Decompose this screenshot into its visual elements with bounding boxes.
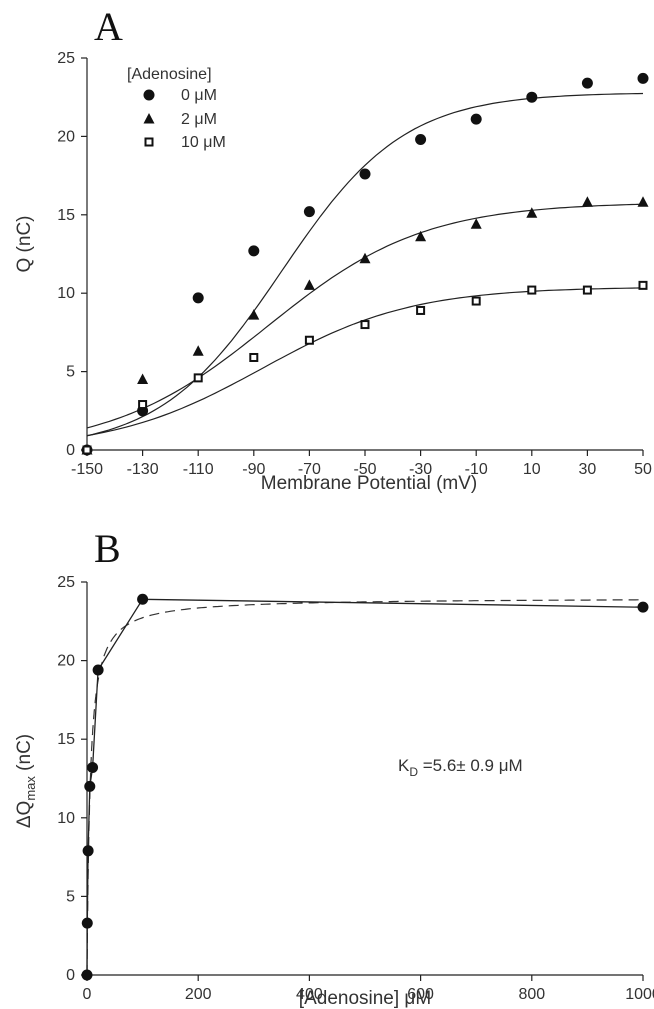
data-point: [582, 285, 592, 295]
y-tick-label: 10: [57, 810, 75, 827]
panel-b-data-line: [86, 598, 644, 976]
x-tick-label: 10: [523, 461, 541, 478]
data-point: [81, 917, 93, 929]
legend-marker: [143, 89, 155, 101]
data-point: [526, 207, 538, 218]
data-point: [92, 664, 104, 676]
panel-a-fit-curves: [86, 92, 644, 437]
y-tick-label: 25: [57, 50, 75, 67]
data-point: [526, 91, 538, 103]
data-point: [471, 296, 481, 306]
x-tick-label: 400: [296, 986, 323, 1003]
y-tick-label: 15: [57, 731, 75, 748]
data-point: [303, 206, 315, 218]
data-point: [637, 196, 649, 207]
data-point: [581, 77, 593, 89]
legend-label: 2 μM: [181, 111, 217, 128]
legend-title: [Adenosine]: [127, 66, 212, 83]
legend-label: 0 μM: [181, 87, 217, 104]
data-point: [359, 168, 371, 180]
x-tick-label: -90: [242, 461, 265, 478]
data-point: [249, 352, 259, 362]
data-point: [82, 845, 94, 857]
x-tick-label: -130: [127, 461, 159, 478]
kd-annotation: KD =5.6± 0.9 μM: [398, 756, 523, 779]
panel-a-x-axis-label: Membrane Potential (mV): [261, 473, 477, 494]
data-point: [81, 969, 93, 981]
legend-marker: [143, 113, 155, 124]
data-point: [84, 780, 96, 792]
data-point: [248, 309, 260, 320]
data-point: [637, 601, 649, 613]
y-tick-label: 0: [66, 967, 75, 984]
data-point: [303, 279, 315, 290]
y-tick-label: 20: [57, 653, 75, 670]
y-tick-label: 10: [57, 285, 75, 302]
x-tick-label: -10: [465, 461, 488, 478]
data-point: [248, 245, 260, 257]
data-point: [415, 230, 427, 242]
data-point: [193, 373, 203, 383]
x-tick-label: 30: [579, 461, 597, 478]
y-tick-label: 5: [66, 888, 75, 905]
x-tick-label: -50: [353, 461, 376, 478]
legend-marker: [144, 137, 154, 147]
fit-curve: [86, 203, 644, 429]
data-point: [415, 134, 427, 146]
panel-a-axes: -150 -130 -110 -90 -70 -50 -30 -10 10 30 50 0 5 10 15 2…: [57, 50, 652, 478]
data-point: [470, 218, 482, 229]
data-point: [359, 252, 371, 264]
x-tick-label: -150: [71, 461, 103, 478]
data-point: [192, 292, 204, 304]
x-tick-label: -70: [298, 461, 321, 478]
panel-a: -150 -130 -110 -90 -70 -50 -30 -10 10 30 50 0 5 10 15 2…: [14, 50, 652, 494]
panel-a-y-axis-label: Q (nC): [14, 216, 35, 273]
legend-label: 10 μM: [181, 134, 226, 151]
data-point: [360, 320, 370, 330]
data-point: [527, 285, 537, 295]
x-tick-label: 600: [407, 986, 434, 1003]
data-point: [638, 280, 648, 290]
panel-letter-b: B: [94, 526, 121, 571]
data-point: [304, 335, 314, 345]
dashed-fit-curve: [86, 599, 641, 976]
y-tick-label: 15: [57, 207, 75, 224]
x-tick-label: 800: [518, 986, 545, 1003]
x-tick-label: 0: [83, 986, 92, 1003]
y-tick-label: 0: [66, 442, 75, 459]
panel-letter-a: A: [94, 4, 123, 49]
data-point: [87, 761, 99, 773]
data-point: [82, 445, 92, 455]
panel-b-fit-curve: [86, 599, 641, 976]
data-point: [470, 113, 482, 125]
fit-curve: [86, 287, 644, 437]
data-point: [137, 373, 149, 384]
x-tick-label: 50: [634, 461, 652, 478]
y-tick-label: 20: [57, 128, 75, 145]
panel-b-y-axis-label: ΔQmax (nC): [14, 734, 38, 828]
data-point: [138, 400, 148, 410]
data-point: [581, 196, 593, 207]
x-tick-label: -30: [409, 461, 432, 478]
x-tick-label: 200: [185, 986, 212, 1003]
panel-b-x-axis-label: [Adenosine] μM: [299, 988, 431, 1009]
fit-curve: [86, 92, 644, 437]
panel-a-data-points: [81, 72, 649, 456]
x-tick-label: -110: [183, 461, 214, 478]
data-point: [137, 593, 149, 605]
data-point: [192, 345, 204, 356]
y-tick-label: 25: [57, 574, 75, 591]
panel-b-data-points: [81, 593, 649, 981]
data-line: [86, 598, 644, 976]
panel-a-legend: [Adenosine] 0 μM 2 μM 10 μM: [127, 66, 226, 151]
data-point: [637, 72, 649, 84]
data-point: [416, 305, 426, 315]
y-tick-label: 5: [66, 364, 75, 381]
